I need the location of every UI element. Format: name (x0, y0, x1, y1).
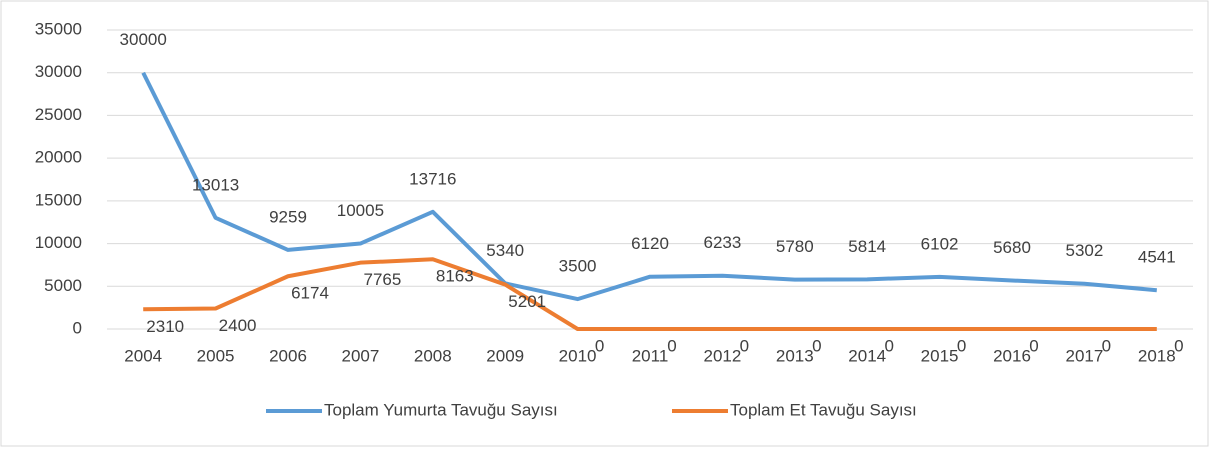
data-label: 0 (740, 336, 749, 355)
data-label: 0 (812, 336, 821, 355)
x-tick-label: 2012 (703, 346, 741, 365)
series-line (143, 257, 1157, 331)
x-tick-label: 2016 (993, 346, 1031, 365)
y-tick-label: 25000 (35, 105, 82, 124)
data-label: 30000 (120, 30, 167, 49)
y-tick-label: 0 (73, 318, 82, 337)
data-label: 5814 (848, 237, 886, 256)
data-label: 5302 (1065, 241, 1103, 260)
x-tick-label: 2018 (1138, 346, 1176, 365)
data-label: 0 (667, 336, 676, 355)
data-label: 2310 (146, 317, 184, 336)
y-tick-label: 15000 (35, 190, 82, 209)
data-label: 0 (957, 336, 966, 355)
legend-label: Toplam Et Tavuğu Sayısı (730, 400, 917, 419)
x-tick-label: 2013 (776, 346, 814, 365)
data-label: 13716 (409, 169, 456, 188)
x-tick-label: 2008 (414, 346, 452, 365)
x-tick-label: 2007 (341, 346, 379, 365)
legend-label: Toplam Yumurta Tavuğu Sayısı (324, 400, 558, 419)
data-label: 13013 (192, 175, 239, 194)
y-tick-label: 35000 (35, 19, 82, 38)
x-tick-label: 2017 (1065, 346, 1103, 365)
data-label: 9259 (269, 207, 307, 226)
x-tick-label: 2015 (921, 346, 959, 365)
data-label: 0 (1102, 336, 1111, 355)
x-tick-label: 2009 (486, 346, 524, 365)
data-label: 5780 (776, 237, 814, 256)
data-label: 8163 (436, 267, 474, 286)
x-tick-label: 2011 (632, 346, 669, 365)
x-tick-label: 2004 (124, 346, 162, 365)
y-tick-label: 10000 (35, 233, 82, 252)
y-tick-label: 5000 (44, 276, 82, 295)
y-tick-label: 30000 (35, 62, 82, 81)
data-label: 2400 (219, 316, 257, 335)
data-label: 0 (1174, 336, 1183, 355)
y-tick-label: 20000 (35, 148, 82, 167)
data-label: 4541 (1138, 248, 1176, 267)
data-label: 0 (884, 336, 893, 355)
x-tick-label: 2010 (559, 346, 597, 365)
data-label: 6174 (291, 284, 329, 303)
data-label: 10005 (337, 201, 384, 220)
data-label: 6120 (631, 234, 669, 253)
data-label: 5680 (993, 238, 1031, 257)
data-label: 5201 (508, 292, 546, 311)
data-label: 0 (1029, 336, 1038, 355)
series-line (141, 71, 1157, 302)
data-label: 0 (595, 336, 604, 355)
data-label: 6102 (921, 234, 959, 253)
data-label: 5340 (486, 241, 524, 260)
x-tick-label: 2005 (197, 346, 235, 365)
x-tick-label: 2014 (848, 346, 886, 365)
data-label: 7765 (363, 270, 401, 289)
x-tick-label: 2006 (269, 346, 307, 365)
data-label: 6233 (703, 233, 741, 252)
data-label: 3500 (559, 257, 597, 276)
